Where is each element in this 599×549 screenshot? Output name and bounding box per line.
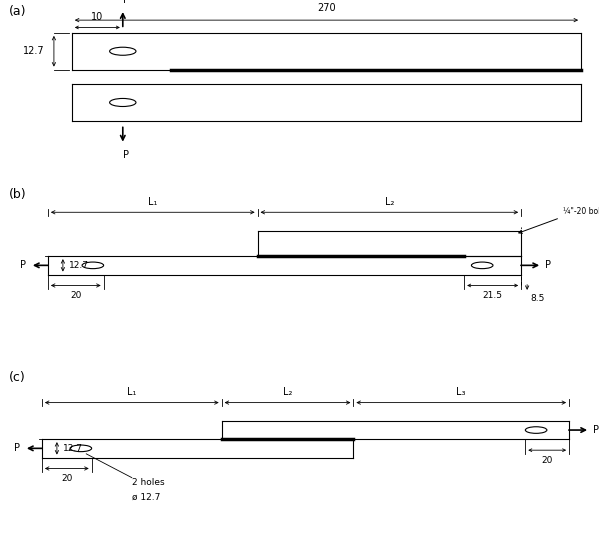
Text: P: P (14, 444, 20, 453)
Text: P: P (123, 0, 129, 5)
Text: 2 holes: 2 holes (132, 478, 164, 486)
Text: L₁: L₁ (148, 197, 158, 207)
Text: L₂: L₂ (283, 387, 292, 397)
Text: P: P (545, 260, 551, 270)
Text: P: P (20, 260, 26, 270)
Text: 20: 20 (61, 474, 72, 483)
Text: 21.5: 21.5 (483, 291, 503, 300)
Text: P: P (123, 150, 129, 160)
Text: (b): (b) (9, 188, 26, 201)
Text: L₂: L₂ (385, 197, 394, 207)
Text: 12.7: 12.7 (69, 261, 89, 270)
Text: 10: 10 (91, 12, 104, 22)
Text: ø 12.7: ø 12.7 (132, 492, 160, 501)
Text: (a): (a) (9, 5, 26, 19)
Text: ¼"-20 bol: ¼"-20 bol (563, 207, 599, 216)
Text: L₁: L₁ (127, 387, 137, 397)
Text: 8.5: 8.5 (530, 294, 544, 302)
Text: 20: 20 (70, 291, 81, 300)
Text: 270: 270 (317, 3, 336, 13)
Text: 20: 20 (541, 456, 553, 464)
Text: 12.7: 12.7 (63, 444, 83, 453)
Text: L₃: L₃ (456, 387, 466, 397)
Text: P: P (593, 425, 599, 435)
Text: 12.7: 12.7 (23, 46, 45, 56)
Text: (c): (c) (9, 372, 26, 384)
